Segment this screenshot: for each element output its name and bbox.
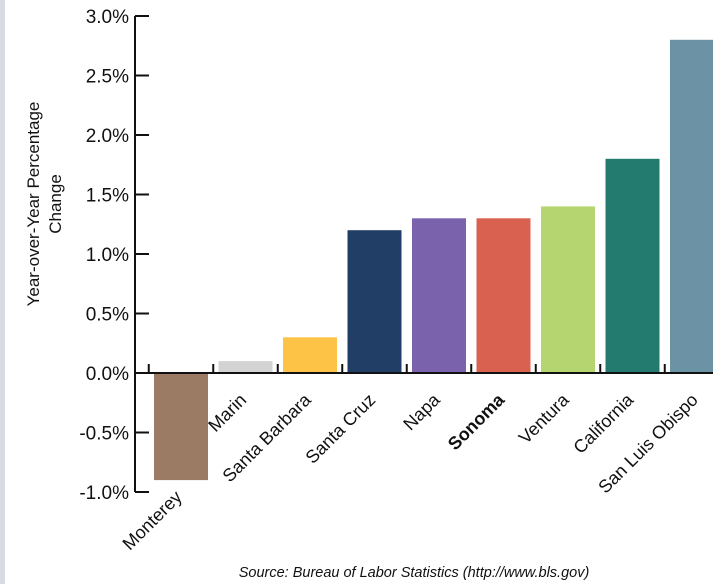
bar (605, 158, 660, 373)
bar (476, 218, 531, 373)
y-tick-label: 2.0% (86, 126, 129, 147)
bar (670, 39, 713, 374)
x-tick-label: Sonoma (444, 389, 509, 454)
bar (218, 361, 273, 373)
y-tick-label: 0.5% (86, 305, 129, 326)
bar (154, 373, 208, 481)
x-tick-label: Santa Cruz (302, 390, 380, 468)
x-tick-label: Napa (399, 389, 444, 434)
y-tick-label: -1.0% (79, 483, 129, 504)
y-axis-title-line: Year-over-Year Percentage (24, 102, 43, 307)
bar (347, 230, 402, 373)
bars (154, 39, 713, 481)
bar (412, 218, 466, 373)
y-tick-label: 3.0% (86, 7, 129, 28)
y-tick-label: 1.0% (86, 245, 129, 266)
y-tick-label: 1.5% (86, 186, 129, 207)
bar (541, 206, 595, 373)
x-tick-label: Marin (204, 390, 250, 436)
bar-chart: -1.0% -0.5% 0.0% 0.5% 1.0% 1.5% 2.0% 2.5% 3.0% M… (24, 7, 713, 581)
y-axis: -1.0% -0.5% 0.0% 0.5% 1.0% 1.5% 2.0% 2.5% 3.0% (79, 7, 149, 504)
source-note: Source: Bureau of Labor Statistics (http… (239, 565, 590, 581)
y-axis-label: Year-over-Year Percentage Change (24, 102, 65, 307)
y-tick-label: -0.5% (79, 424, 129, 445)
x-tick-label: California (569, 389, 638, 458)
x-tick-label: Ventura (515, 389, 574, 448)
y-tick-label: 2.5% (86, 67, 129, 88)
y-tick-label: 0.0% (86, 364, 129, 385)
y-axis-title-line: Change (46, 174, 65, 234)
y-axis-title: Year-over-Year Percentage Change (24, 102, 65, 307)
bar (283, 337, 337, 373)
